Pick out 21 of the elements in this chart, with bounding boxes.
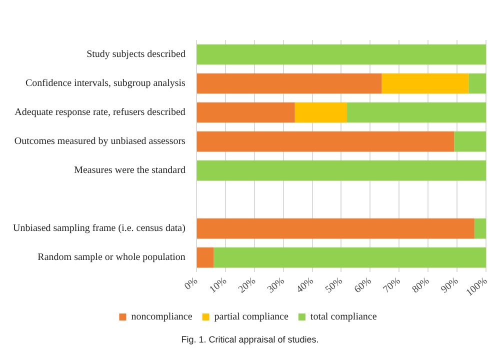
y-tick-label: Confidence intervals, subgroup analysis: [25, 78, 186, 90]
x-tick-label: 20%: [236, 276, 258, 296]
y-tick-label: Study subjects described: [86, 49, 186, 60]
x-tick-label: 10%: [208, 276, 229, 296]
y-tick-label: Measures were the standard: [74, 165, 186, 176]
y-tick-label: Outcomes measured by unbiased assessors: [14, 136, 186, 148]
x-tick-label: 80%: [410, 276, 432, 296]
x-tick-label: 40%: [294, 276, 316, 296]
y-tick-label: Adequate response rate, refusers described: [14, 107, 186, 118]
x-tick-label: 90%: [439, 276, 461, 296]
x-tick-label: 30%: [266, 276, 287, 296]
x-tick-label: 60%: [352, 276, 374, 296]
legend-label: noncompliance: [131, 312, 193, 323]
x-tick-label: 50%: [324, 276, 345, 296]
y-tick-label: Random sample or whole population: [38, 252, 186, 264]
x-tick-label: 0%: [182, 276, 200, 292]
x-tick-label: 70%: [381, 276, 403, 296]
caption: Fig. 1. Critical appraisal of studies.: [181, 334, 319, 344]
legend-label: partial compliance: [214, 312, 289, 323]
legend-label: total compliance: [310, 312, 378, 323]
y-tick-label: Unbiased sampling frame (i.e. census data): [12, 223, 186, 234]
